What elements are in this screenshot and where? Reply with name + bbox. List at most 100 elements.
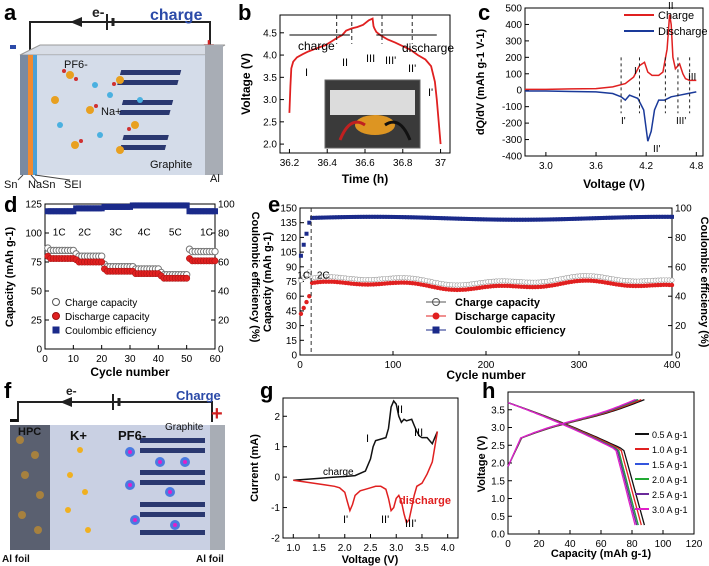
ce-point-e bbox=[650, 214, 655, 219]
charge-curve-h bbox=[507, 399, 636, 467]
legend-ce-d: Coulombic efficiency bbox=[65, 326, 157, 337]
ce-point-e bbox=[580, 216, 585, 221]
ylabel-g: Current (mA) bbox=[250, 434, 261, 502]
ce-point-e bbox=[365, 214, 370, 219]
y-tick-label: 0.5 bbox=[491, 512, 505, 523]
ce-point-e bbox=[499, 217, 504, 222]
legend-label-h: 0.5 A g-1 bbox=[652, 430, 688, 440]
ce-point-e bbox=[630, 215, 635, 220]
y-tick-label: 400 bbox=[505, 20, 522, 31]
al-foil-left: Al foil bbox=[2, 554, 30, 565]
ce-point-e bbox=[368, 214, 373, 219]
y-tick-label: 60 bbox=[286, 292, 298, 303]
ce-point-e bbox=[449, 216, 454, 221]
y2-tick-label: 80 bbox=[675, 233, 687, 244]
ce-point-e bbox=[463, 216, 468, 221]
ce-point-e bbox=[318, 215, 323, 220]
ce-point-e bbox=[360, 214, 365, 219]
ce-point-e bbox=[611, 215, 616, 220]
x-tick-label: 1.5 bbox=[312, 543, 326, 554]
ce-point-e bbox=[644, 214, 649, 219]
discharge-point-d bbox=[211, 257, 219, 265]
ce-point-e bbox=[530, 217, 535, 222]
legend-discharge-d: Discharge capacity bbox=[65, 312, 149, 323]
discharge-text-b: discharge bbox=[402, 41, 454, 55]
ce-point-e bbox=[550, 217, 555, 222]
ce-point-e bbox=[332, 215, 337, 220]
x-tick-label: 20 bbox=[96, 354, 108, 365]
ce-point-e bbox=[424, 215, 429, 220]
y-tick-label: 3.0 bbox=[263, 95, 277, 106]
ce-point-e bbox=[658, 214, 663, 219]
charge-text-g: charge bbox=[323, 467, 354, 478]
ce-point-e bbox=[446, 216, 451, 221]
ce-point-e bbox=[413, 215, 418, 220]
legend-discharge-c: Discharge bbox=[658, 26, 708, 38]
y-tick-label: 4.5 bbox=[263, 28, 277, 39]
y-tick-label: 3.5 bbox=[491, 405, 505, 416]
ce-point-e bbox=[427, 215, 432, 220]
rate-label-d: 1C bbox=[53, 227, 66, 238]
y2-tick-label: 20 bbox=[218, 316, 230, 327]
x-tick-label: 2.5 bbox=[364, 543, 378, 554]
y2-tick-label: 0 bbox=[675, 351, 681, 362]
ce-point-e bbox=[351, 214, 356, 219]
stage-label-c: II' bbox=[653, 144, 661, 155]
ce-point-e bbox=[552, 217, 557, 222]
legend-ce-e: Coulombic efficiency bbox=[455, 325, 567, 337]
electron-label-a: e- bbox=[92, 4, 105, 20]
y-tick-label: 0 bbox=[274, 473, 280, 484]
x-tick-label: 4.0 bbox=[441, 543, 455, 554]
x-tick-label: 30 bbox=[124, 354, 136, 365]
ylabel-e: Capacity (mAh g-1) bbox=[262, 232, 274, 333]
series-b bbox=[288, 15, 442, 145]
ce-point-e bbox=[354, 214, 359, 219]
ce-point-e bbox=[385, 214, 390, 219]
ce-point-e bbox=[441, 216, 446, 221]
ce-point-e bbox=[670, 214, 674, 219]
x-tick-label: 36.2 bbox=[280, 158, 300, 169]
ce-point-e bbox=[312, 215, 317, 220]
ce-point-e bbox=[346, 215, 351, 220]
ce-point-e bbox=[544, 217, 549, 222]
y-tick-label: -2 bbox=[271, 534, 280, 545]
ce-point-e bbox=[340, 215, 345, 220]
y-tick-label: 300 bbox=[505, 36, 522, 47]
stage-label-b: I bbox=[305, 67, 308, 79]
voltage-line-b bbox=[288, 17, 442, 145]
legend-label-h: 3.0 A g-1 bbox=[652, 505, 688, 515]
discharge-point-e bbox=[301, 305, 306, 311]
x-tick-label: 2.0 bbox=[338, 543, 352, 554]
ce-point-e bbox=[563, 217, 568, 222]
discharge-text-g: discharge bbox=[399, 495, 451, 507]
ce-point-e bbox=[541, 217, 546, 222]
discharge-point-e bbox=[304, 299, 309, 305]
panel-label-c: c bbox=[478, 0, 491, 25]
ce-point-e bbox=[324, 215, 329, 220]
ce-point-e bbox=[438, 216, 443, 221]
legend-charge-e: Charge capacity bbox=[455, 297, 541, 309]
pf6-label-a: PF6- bbox=[64, 59, 88, 71]
rate-label-e: 1C bbox=[297, 271, 310, 282]
ce-point-e bbox=[508, 217, 513, 222]
ce-point-e bbox=[616, 215, 621, 220]
stage-label-b: III bbox=[366, 53, 375, 65]
ce-point-e bbox=[642, 214, 647, 219]
y2-tick-label: 60 bbox=[218, 258, 230, 269]
ce-point-e bbox=[664, 214, 669, 219]
charge-label-a: charge bbox=[150, 7, 203, 24]
axis-ticks-h: 0 20 40 60 80 100 120 0.0 0.5 1.0 1.5 2.0 2.5 3.0 3.5 bbox=[491, 405, 703, 550]
x-tick-label: 50 bbox=[181, 354, 193, 365]
ce-point-e bbox=[298, 253, 303, 258]
y2-tick-label: 40 bbox=[675, 292, 687, 303]
xlabel-b: Time (h) bbox=[342, 172, 388, 186]
ce-point-e bbox=[444, 216, 449, 221]
y-tick-label: 2.5 bbox=[263, 117, 277, 128]
y-tick-label: 2.0 bbox=[263, 140, 277, 151]
ce-point-e bbox=[335, 215, 340, 220]
ce-point-e bbox=[474, 217, 479, 222]
ce-point-e bbox=[460, 216, 465, 221]
legend-h: 0.5 A g-1 1.0 A g-1 1.5 A g-1 2.0 A g-1 2.5 … bbox=[635, 430, 688, 515]
x-tick-label: 400 bbox=[664, 360, 681, 371]
y2label-e: Coulombic efficiency (%) bbox=[698, 217, 709, 348]
